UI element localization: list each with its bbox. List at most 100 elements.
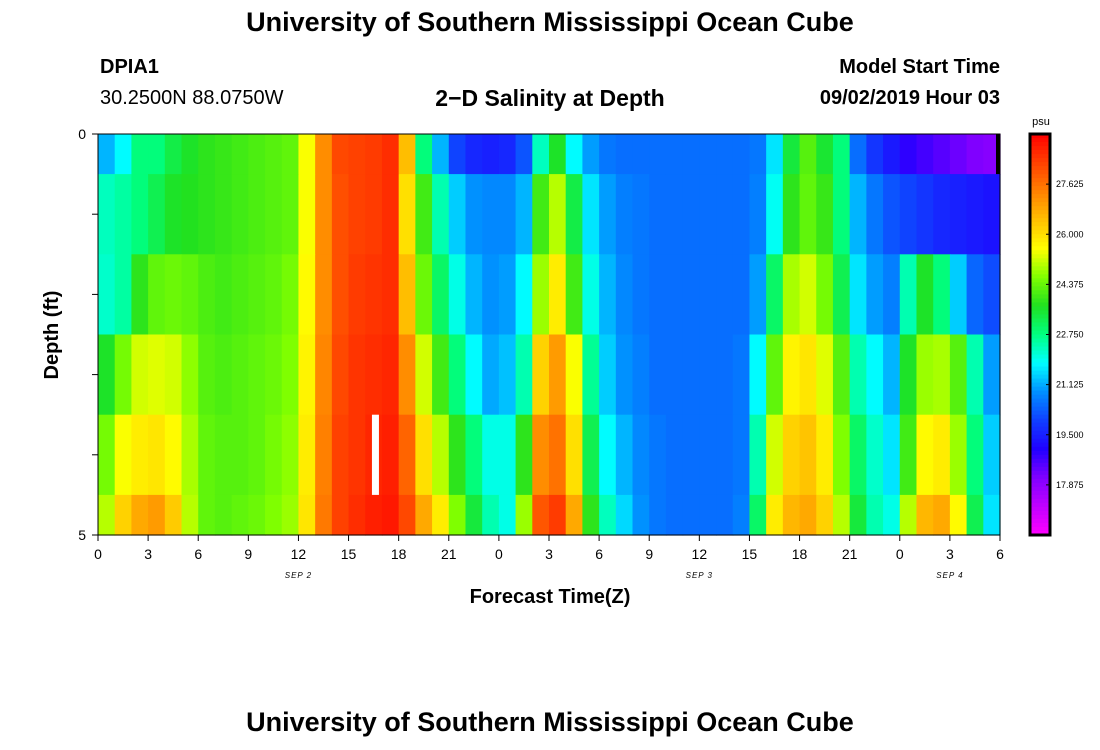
colorbar-swatch: [1030, 266, 1050, 271]
heatmap-cell: [966, 494, 984, 536]
heatmap-cell: [365, 174, 383, 255]
heatmap-cell: [866, 134, 884, 175]
colorbar-swatch: [1030, 442, 1050, 448]
colorbar-swatch: [1030, 318, 1050, 324]
heatmap-cell: [281, 254, 300, 336]
heatmap-cell: [599, 254, 617, 336]
heatmap-cell: [398, 414, 416, 496]
heatmap-cell: [699, 254, 717, 336]
heatmap-cell: [883, 134, 901, 175]
heatmap-cell: [448, 334, 467, 416]
heatmap-cell: [782, 134, 801, 175]
heatmap-cell: [949, 414, 968, 496]
heatmap-cell: [966, 134, 984, 175]
heatmap-cell: [131, 414, 149, 496]
heatmap-cell: [231, 174, 249, 255]
heatmap-cell: [933, 134, 951, 175]
heatmap-cell: [98, 334, 116, 416]
heatmap-cell: [699, 174, 717, 255]
heatmap-cell: [782, 414, 801, 496]
colorbar-swatch: [1030, 450, 1050, 456]
heatmap-cell: [933, 174, 951, 255]
heatmap-cell: [365, 334, 383, 416]
heatmap-cell: [682, 254, 700, 336]
heatmap-cell: [549, 134, 567, 175]
heatmap-cell: [699, 414, 717, 496]
x-tick-label: 21: [842, 546, 858, 562]
heatmap-cell: [415, 494, 433, 536]
heatmap-cell: [415, 414, 433, 496]
heatmap-cell: [348, 334, 366, 416]
colorbar-swatch: [1030, 198, 1050, 203]
heatmap-cell: [766, 414, 784, 496]
heatmap-cell: [131, 254, 149, 336]
heatmap-cell: [832, 414, 851, 496]
heatmap-cell: [799, 414, 817, 496]
heatmap-cell: [565, 134, 583, 175]
colorbar-swatch: [1030, 310, 1050, 316]
colorbar-swatch: [1030, 278, 1050, 283]
heatmap-cell: [131, 174, 149, 255]
colorbar-swatch: [1030, 334, 1050, 340]
x-tick-label: 9: [645, 546, 653, 562]
colorbar-swatch: [1030, 306, 1050, 312]
heatmap-cell: [632, 254, 650, 336]
heatmap-cell: [665, 334, 684, 416]
heatmap-cell: [131, 494, 149, 536]
plot-title: 2−D Salinity at Depth: [435, 85, 665, 111]
heatmap-cell: [916, 494, 934, 536]
colorbar-swatch: [1030, 146, 1050, 151]
colorbar-swatch: [1030, 170, 1050, 175]
x-tick-label: 12: [291, 546, 307, 562]
colorbar-swatch: [1030, 502, 1050, 508]
heatmap-cell: [732, 334, 751, 416]
heatmap-cell: [632, 134, 650, 175]
model-start-value: 09/02/2019 Hour 03: [819, 87, 1000, 109]
colorbar-tick-label: 26.000: [1056, 229, 1084, 239]
heatmap-cell: [832, 334, 851, 416]
heatmap-cell: [532, 494, 550, 536]
heatmap-cell: [98, 174, 116, 255]
colorbar-swatch: [1030, 138, 1050, 143]
colorbar-swatch: [1030, 486, 1050, 492]
heatmap-cell: [849, 254, 867, 336]
heatmap-cell: [665, 174, 684, 255]
heatmap-cell: [281, 174, 300, 255]
heatmap-cell: [498, 254, 517, 336]
colorbar-swatch: [1030, 190, 1050, 195]
colorbar-swatch: [1030, 246, 1050, 251]
colorbar-swatch: [1030, 166, 1050, 171]
heatmap-cell: [198, 254, 216, 336]
colorbar-swatch: [1030, 382, 1050, 388]
heatmap-cell: [599, 334, 617, 416]
colorbar-swatch: [1030, 354, 1050, 360]
heatmap-cell: [331, 414, 350, 496]
heatmap-cell: [298, 134, 316, 175]
heatmap-cell: [181, 494, 199, 536]
colorbar-swatch: [1030, 518, 1050, 524]
heatmap-cell: [281, 134, 300, 175]
colorbar-swatch: [1030, 498, 1050, 504]
heatmap-cell: [582, 494, 600, 536]
heatmap-cell: [866, 254, 884, 336]
heatmap-cell: [482, 334, 500, 416]
heatmap-cell: [766, 494, 784, 536]
heatmap-cell: [231, 334, 249, 416]
heatmap-cell: [298, 494, 316, 536]
date-label: SEP 4: [936, 571, 963, 580]
heatmap-cell: [231, 134, 249, 175]
heatmap-cell: [649, 414, 667, 496]
heatmap-cell: [966, 254, 984, 336]
colorbar-swatch: [1030, 286, 1050, 291]
heatmap-cell: [432, 174, 450, 255]
heatmap-cell: [482, 174, 500, 255]
colorbar-swatch: [1030, 390, 1050, 396]
colorbar-swatch: [1030, 290, 1050, 295]
heatmap-cell: [98, 414, 116, 496]
colorbar-swatch: [1030, 174, 1050, 179]
heatmap-cell: [665, 134, 684, 175]
heatmap-cell: [649, 254, 667, 336]
heatmap-cell: [799, 254, 817, 336]
heatmap-cell: [164, 414, 183, 496]
y-tick-label: 0: [78, 126, 86, 142]
